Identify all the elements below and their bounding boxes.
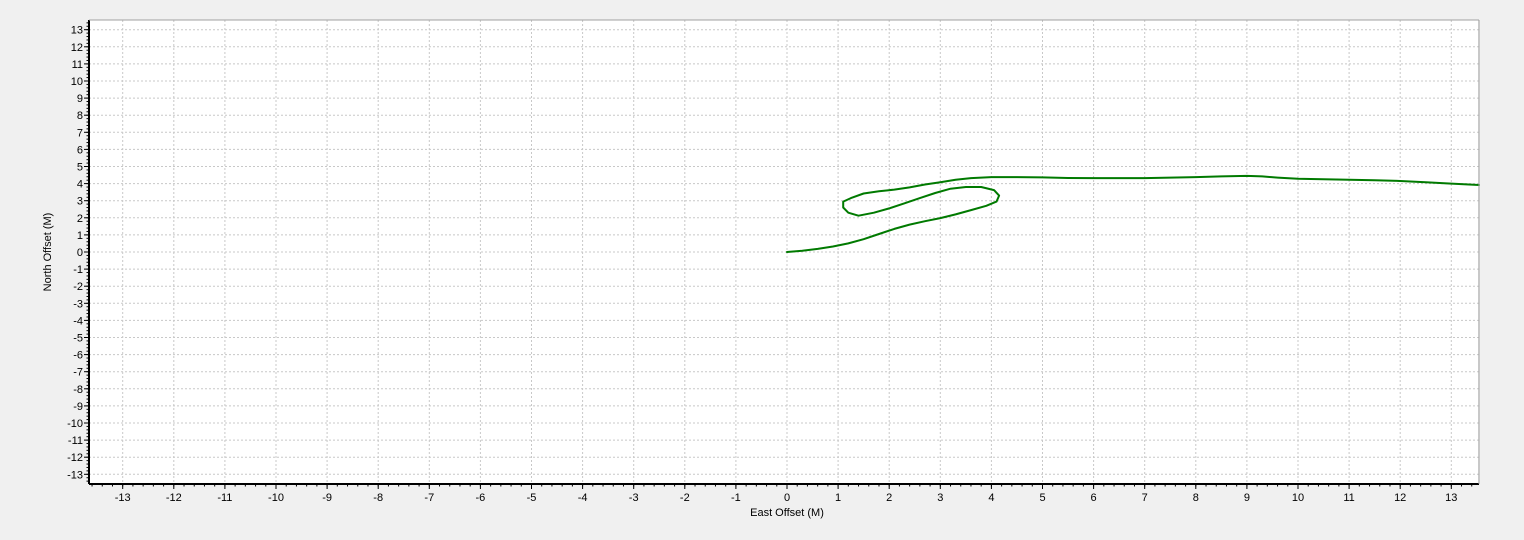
y-tick-label: 4 bbox=[77, 179, 83, 191]
series-line-track bbox=[786, 174, 1480, 253]
y-tick-label: 11 bbox=[72, 59, 83, 71]
y-tick-label: 9 bbox=[77, 93, 83, 105]
y-tick-label: 12 bbox=[71, 42, 83, 54]
x-tick-label: 2 bbox=[886, 492, 892, 504]
x-tick-label: 7 bbox=[1142, 492, 1148, 504]
x-axis-title: East Offset (M) bbox=[750, 507, 824, 519]
y-tick-label: 6 bbox=[77, 144, 83, 156]
x-tick-label: 4 bbox=[988, 492, 994, 504]
x-tick-label: 13 bbox=[1445, 492, 1457, 504]
y-tick-label: -8 bbox=[73, 384, 83, 396]
y-tick-label: -11 bbox=[68, 435, 83, 447]
x-tick-label: 6 bbox=[1091, 492, 1097, 504]
x-tick-label: -7 bbox=[424, 492, 434, 504]
x-tick-label: 8 bbox=[1193, 492, 1199, 504]
y-tick-label: -7 bbox=[73, 367, 83, 379]
grid bbox=[89, 20, 1479, 484]
x-tick-label: 9 bbox=[1244, 492, 1250, 504]
y-tick-label: -5 bbox=[73, 333, 83, 345]
y-tick-label: 3 bbox=[77, 196, 83, 208]
y-tick-label: -12 bbox=[67, 452, 83, 464]
y-tick-label: 7 bbox=[77, 127, 83, 139]
x-tick-label: -12 bbox=[166, 492, 182, 504]
x-tick-label: -4 bbox=[578, 492, 588, 504]
x-tick-label: -3 bbox=[629, 492, 639, 504]
y-tick-label: -1 bbox=[73, 264, 83, 276]
x-tick-label: -6 bbox=[476, 492, 486, 504]
x-tick-label: 1 bbox=[835, 492, 841, 504]
x-tick-label: 12 bbox=[1394, 492, 1406, 504]
y-tick-label: -10 bbox=[67, 418, 83, 430]
x-tick-label: -11 bbox=[217, 492, 232, 504]
y-tick-label: -13 bbox=[67, 469, 83, 481]
y-tick-label: 0 bbox=[77, 247, 83, 259]
x-tick-label: 5 bbox=[1039, 492, 1045, 504]
y-tick-label: 2 bbox=[77, 213, 83, 225]
x-tick-label: -10 bbox=[268, 492, 284, 504]
x-tick-label: 0 bbox=[784, 492, 790, 504]
x-tick-label: -13 bbox=[115, 492, 131, 504]
x-tick-label: 11 bbox=[1343, 492, 1354, 504]
x-tick-label: -2 bbox=[680, 492, 690, 504]
y-tick-label: -4 bbox=[73, 315, 83, 327]
y-tick-label: 8 bbox=[77, 110, 83, 122]
x-tick-label: 10 bbox=[1292, 492, 1304, 504]
x-tick-label: -5 bbox=[527, 492, 537, 504]
x-tick-label: 3 bbox=[937, 492, 943, 504]
series-layer bbox=[786, 174, 1480, 253]
y-tick-label: 10 bbox=[71, 76, 83, 88]
y-axis-title: North Offset (M) bbox=[42, 213, 54, 292]
y-tick-label: -9 bbox=[73, 401, 83, 413]
x-tick-label: -1 bbox=[731, 492, 741, 504]
y-tick-label: -3 bbox=[73, 298, 83, 310]
ticks: -13 -12 -11 -10 -9 -8 -7 -6 -5 -4 -3 -2 -1 0 1 2 3 4 5 6 7 8 9… bbox=[67, 22, 1473, 504]
y-tick-label: -2 bbox=[73, 281, 83, 293]
y-tick-label: 5 bbox=[77, 162, 83, 174]
x-tick-label: -9 bbox=[322, 492, 332, 504]
x-tick-label: -8 bbox=[373, 492, 383, 504]
y-tick-label: -6 bbox=[73, 350, 83, 362]
y-tick-label: 1 bbox=[77, 230, 83, 242]
y-tick-label: 13 bbox=[71, 25, 83, 37]
